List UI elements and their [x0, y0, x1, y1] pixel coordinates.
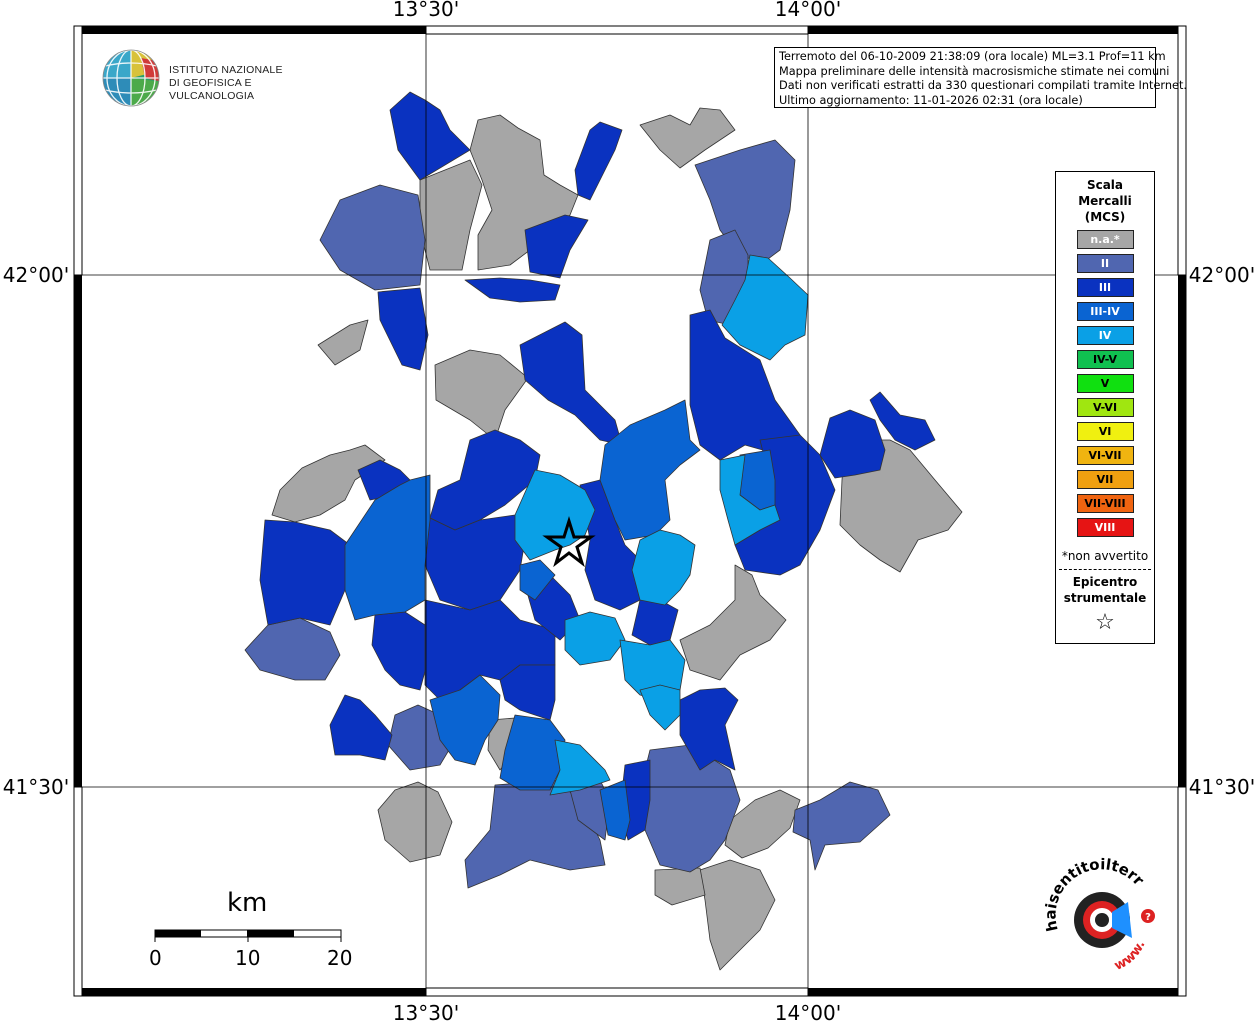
municipality [564, 611, 626, 666]
hsit-logo: haisentitoilterremoto.it www. ? [1032, 836, 1165, 975]
scale-bar-graphic [154, 929, 342, 942]
municipality [464, 277, 561, 303]
municipality [434, 349, 529, 441]
hsit-logo-graphic: haisentitoilterremoto.it www. ? [1032, 836, 1155, 974]
globe-icon [102, 49, 160, 107]
municipality [679, 687, 739, 771]
municipality [679, 564, 787, 681]
scale-tick-20: 20 [327, 946, 353, 970]
hsit-question-icon: ? [1145, 912, 1151, 923]
legend-swatch: IV [1076, 326, 1134, 345]
legend-swatch: VIII [1076, 518, 1134, 537]
legend-title-2: Mercalli [1078, 194, 1132, 208]
legend-swatch: II [1076, 254, 1134, 273]
municipality [329, 694, 393, 761]
legend-swatch: V [1076, 374, 1134, 393]
municipality [819, 409, 886, 479]
municipality [599, 399, 701, 541]
lat-label-right-4130: 41°30' [1189, 775, 1255, 799]
legend-swatch: IV-V [1076, 350, 1134, 369]
mcs-legend: Scala Mercalli (MCS) n.a.* II III III-IV IV I… [1055, 171, 1155, 644]
municipality-polygons [244, 91, 963, 971]
lon-label-bottom-1330: 13°30' [393, 1001, 459, 1024]
lon-label-top-1400: 14°00' [775, 0, 841, 21]
ingv-logo: ISTITUTO NAZIONALE DI GEOFISICA E VULCAN… [101, 48, 331, 110]
hsit-prefix: www. [1112, 938, 1149, 973]
lat-label-left-4200: 42°00' [3, 263, 69, 287]
lat-label-left-4130: 41°30' [3, 775, 69, 799]
municipality [371, 611, 429, 691]
municipality [724, 789, 801, 859]
municipality [549, 739, 611, 796]
scale-unit: km [227, 888, 268, 918]
event-info-box: Terremoto del 06-10-2009 21:38:09 (ora l… [774, 47, 1188, 108]
municipality [344, 474, 431, 621]
municipality [631, 599, 679, 646]
legend-swatch: V-VI [1076, 398, 1134, 417]
lon-label-bottom-1400: 14°00' [775, 1001, 841, 1024]
scale-tick-0: 0 [149, 946, 162, 970]
scale-tick-10: 10 [235, 946, 261, 970]
municipality [699, 859, 776, 971]
legend-swatch: VI [1076, 422, 1134, 441]
legend-swatch: III [1076, 278, 1134, 297]
municipality [574, 121, 623, 201]
legend-title-1: Scala [1086, 178, 1124, 192]
municipality [519, 321, 623, 446]
municipality [499, 664, 556, 721]
municipality [639, 684, 681, 731]
municipality [654, 867, 706, 906]
municipality [259, 519, 351, 626]
logo-line-2: DI GEOFISICA E VULCANOLOGIA [169, 77, 255, 102]
municipality [499, 714, 566, 791]
legend-separator [1059, 569, 1151, 570]
municipality [389, 91, 471, 181]
municipality [429, 674, 501, 766]
municipality [524, 214, 589, 279]
municipality [319, 184, 426, 291]
municipality [792, 781, 891, 871]
graticule [74, 26, 1186, 996]
lon-label-top-1330: 13°30' [393, 0, 459, 21]
legend-swatch: VII-VIII [1076, 494, 1134, 513]
legend-note: *non avvertito [1061, 549, 1149, 563]
legend-swatch: VI-VII [1076, 446, 1134, 465]
legend-epicenter-2: strumentale [1063, 591, 1147, 605]
municipality [869, 391, 936, 451]
municipality [377, 287, 429, 371]
municipality [599, 779, 631, 841]
legend-star-icon: ☆ [1095, 610, 1115, 635]
event-info-line-2: Mappa preliminare delle intensità macros… [779, 64, 1170, 78]
municipality [317, 319, 369, 366]
epicenter-star-icon [542, 515, 596, 568]
lat-label-right-4200: 42°00' [1189, 263, 1255, 287]
municipality [424, 514, 526, 611]
legend-swatch: III-IV [1076, 302, 1134, 321]
legend-epicenter-1: Epicentro [1072, 575, 1138, 589]
municipality [429, 429, 541, 531]
event-info-line-1: Terremoto del 06-10-2009 21:38:09 (ora l… [779, 50, 1166, 63]
municipality [377, 781, 453, 863]
svg-text:www.: www. [1112, 938, 1149, 973]
municipality [631, 529, 696, 606]
municipality [719, 454, 781, 546]
scale-bar: km 0 10 20 [145, 888, 365, 973]
legend-title-3: (MCS) [1084, 210, 1126, 224]
legend-swatches: n.a.* II III III-IV IV IV-V V V-VI VI VI-VII VII VI… [1056, 230, 1154, 537]
logo-line-1: ISTITUTO NAZIONALE [169, 64, 283, 76]
municipality [694, 139, 796, 266]
municipality [244, 617, 341, 681]
legend-swatch: VII [1076, 470, 1134, 489]
event-info-line-3: Dati non verificati estratti da 330 ques… [779, 79, 1188, 93]
event-info-line-4: Ultimo aggiornamento: 11-01-2026 02:31 (… [779, 93, 1083, 107]
municipality [639, 107, 736, 169]
municipality [419, 159, 483, 271]
municipality [839, 439, 963, 573]
municipality [519, 559, 556, 601]
legend-swatch: n.a.* [1076, 230, 1134, 249]
